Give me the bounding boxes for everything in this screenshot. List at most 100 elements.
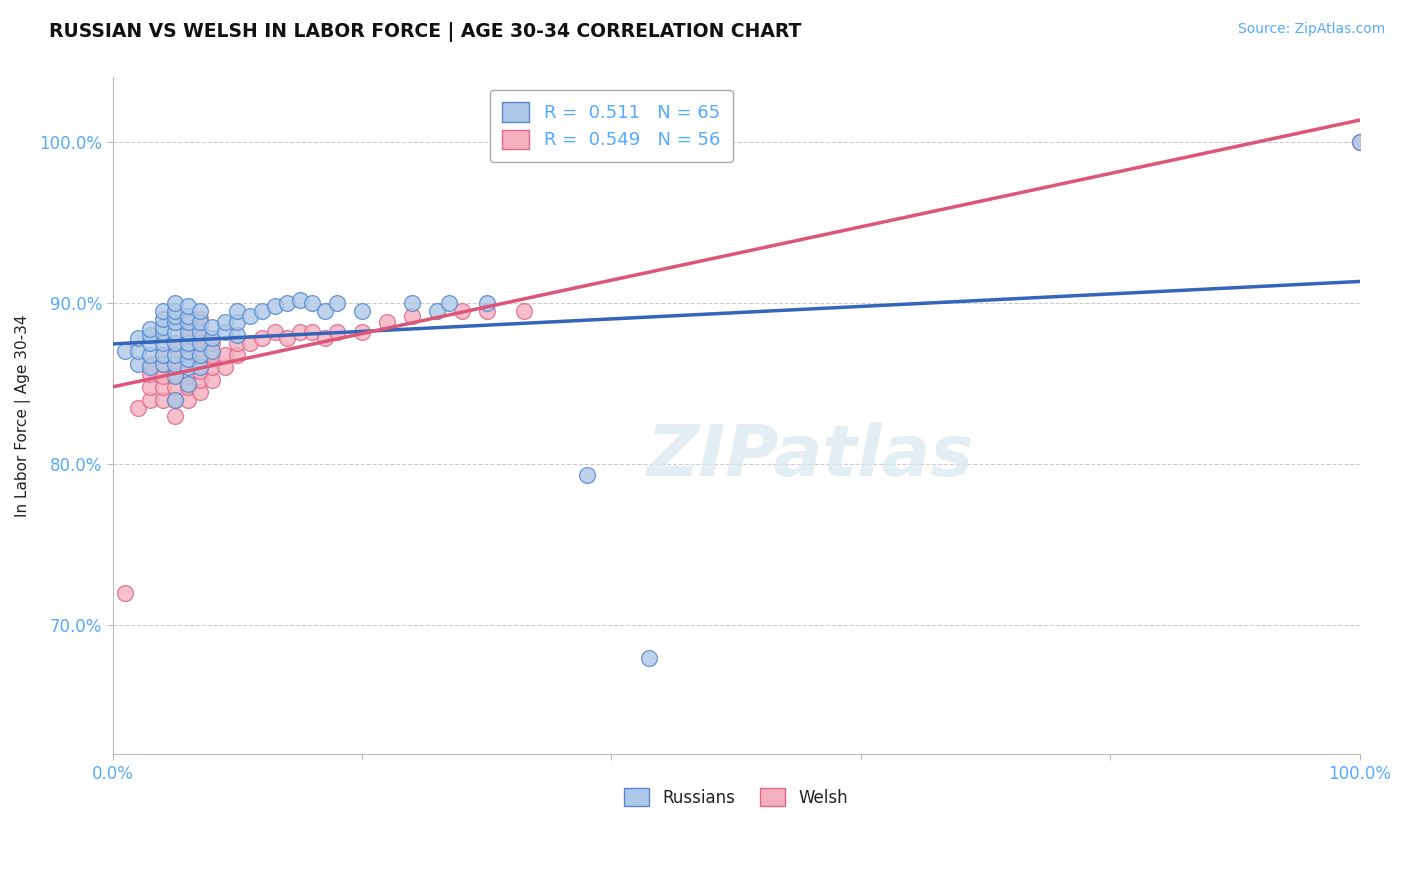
Point	[201, 360, 224, 375]
Point	[188, 322, 211, 336]
Point	[188, 373, 211, 387]
Point	[401, 296, 423, 310]
Point	[139, 348, 162, 362]
Point	[165, 357, 187, 371]
Point	[276, 296, 298, 310]
Point	[188, 336, 211, 351]
Point	[239, 336, 262, 351]
Point	[152, 392, 174, 407]
Point	[139, 328, 162, 343]
Point	[176, 315, 198, 329]
Point	[314, 304, 336, 318]
Point	[176, 368, 198, 383]
Point	[139, 336, 162, 351]
Text: Source: ZipAtlas.com: Source: ZipAtlas.com	[1237, 22, 1385, 37]
Y-axis label: In Labor Force | Age 30-34: In Labor Force | Age 30-34	[15, 315, 31, 517]
Point	[226, 336, 249, 351]
Point	[1348, 135, 1371, 149]
Point	[214, 315, 236, 329]
Point	[401, 309, 423, 323]
Point	[165, 380, 187, 394]
Point	[176, 299, 198, 313]
Point	[165, 309, 187, 323]
Point	[352, 325, 374, 339]
Point	[152, 320, 174, 334]
Point	[176, 360, 198, 375]
Point	[326, 325, 349, 339]
Point	[165, 392, 187, 407]
Point	[139, 367, 162, 381]
Point	[188, 352, 211, 367]
Point	[114, 586, 136, 600]
Point	[214, 360, 236, 375]
Point	[165, 409, 187, 423]
Text: RUSSIAN VS WELSH IN LABOR FORCE | AGE 30-34 CORRELATION CHART: RUSSIAN VS WELSH IN LABOR FORCE | AGE 30…	[49, 22, 801, 42]
Point	[127, 331, 149, 345]
Point	[188, 304, 211, 318]
Point	[176, 344, 198, 359]
Point	[1348, 135, 1371, 149]
Point	[176, 309, 198, 323]
Point	[188, 341, 211, 355]
Point	[188, 315, 211, 329]
Point	[165, 368, 187, 383]
Point	[214, 348, 236, 362]
Point	[165, 325, 187, 339]
Point	[214, 325, 236, 339]
Point	[239, 309, 262, 323]
Point	[475, 304, 498, 318]
Point	[176, 336, 198, 351]
Text: ZIPatlas: ZIPatlas	[647, 422, 974, 491]
Point	[352, 304, 374, 318]
Point	[176, 380, 198, 394]
Point	[165, 296, 187, 310]
Point	[226, 348, 249, 362]
Point	[114, 344, 136, 359]
Point	[139, 322, 162, 336]
Point	[188, 384, 211, 399]
Point	[152, 357, 174, 371]
Point	[152, 312, 174, 326]
Point	[288, 293, 311, 307]
Point	[165, 304, 187, 318]
Point	[165, 367, 187, 381]
Point	[139, 392, 162, 407]
Point	[513, 304, 536, 318]
Point	[176, 336, 198, 351]
Point	[263, 299, 285, 313]
Point	[127, 401, 149, 415]
Point	[201, 344, 224, 359]
Point	[201, 336, 224, 351]
Point	[165, 315, 187, 329]
Point	[201, 331, 224, 345]
Point	[188, 360, 211, 375]
Point	[188, 331, 211, 345]
Point	[152, 357, 174, 371]
Point	[165, 392, 187, 407]
Point	[226, 315, 249, 329]
Point	[263, 325, 285, 339]
Point	[188, 312, 211, 326]
Point	[252, 331, 274, 345]
Point	[226, 328, 249, 343]
Point	[252, 304, 274, 318]
Point	[637, 650, 659, 665]
Point	[226, 304, 249, 318]
Point	[188, 325, 211, 339]
Point	[314, 331, 336, 345]
Point	[188, 364, 211, 378]
Point	[139, 360, 162, 375]
Point	[426, 304, 449, 318]
Point	[152, 368, 174, 383]
Point	[139, 380, 162, 394]
Point	[139, 357, 162, 371]
Point	[176, 348, 198, 362]
Point	[475, 296, 498, 310]
Point	[152, 325, 174, 339]
Point	[201, 373, 224, 387]
Point	[326, 296, 349, 310]
Point	[165, 348, 187, 362]
Point	[276, 331, 298, 345]
Point	[176, 325, 198, 339]
Point	[201, 320, 224, 334]
